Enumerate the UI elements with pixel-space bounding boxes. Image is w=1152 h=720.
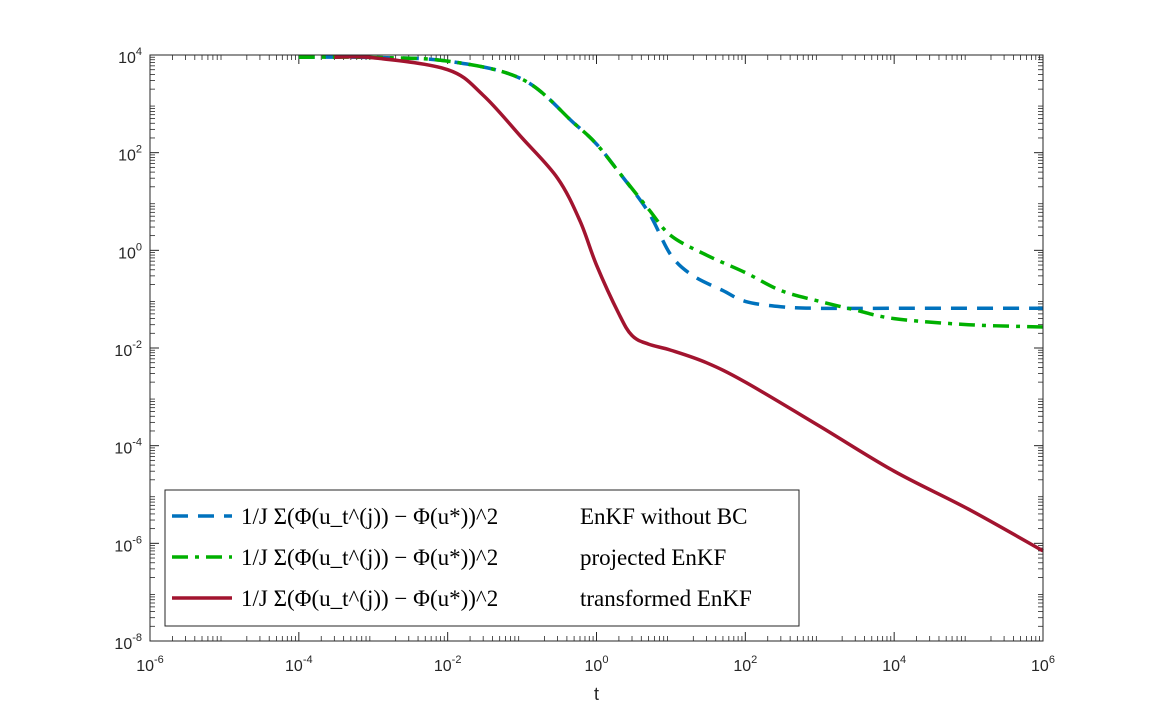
- x-tick-label: 106: [1031, 654, 1055, 675]
- legend-item-transformed-enkf: 1/J Σ(Φ(u_t^(j)) − Φ(u*))^2 transformed E…: [172, 586, 752, 611]
- y-tick-label: 10-2: [114, 339, 142, 360]
- x-tick-label: 100: [585, 654, 609, 675]
- x-axis-label: t: [594, 684, 599, 704]
- series-line-transformed-enkf: [334, 54, 1044, 553]
- x-tick-label: 102: [733, 654, 757, 675]
- y-tick-label: 10-4: [114, 437, 142, 458]
- legend-label: projected EnKF: [580, 545, 726, 570]
- x-tick-label: 10-2: [434, 654, 462, 675]
- x-tick-labels: 10-6 10-4 10-2 100 102 104 106: [136, 654, 1055, 675]
- legend-items: 1/J Σ(Φ(u_t^(j)) − Φ(u*))^2 EnKF without …: [172, 504, 752, 611]
- series-line-projected-enkf: [298, 55, 1044, 329]
- series-lines: [298, 54, 1044, 553]
- legend-label: EnKF without BC: [580, 504, 747, 529]
- legend-item-projected-enkf: 1/J Σ(Φ(u_t^(j)) − Φ(u*))^2 projected EnK…: [172, 545, 726, 570]
- legend-expression: 1/J Σ(Φ(u_t^(j)) − Φ(u*))^2: [241, 545, 498, 570]
- legend-label: transformed EnKF: [580, 586, 752, 611]
- legend-expression: 1/J Σ(Φ(u_t^(j)) − Φ(u*))^2: [241, 586, 498, 611]
- x-tick-label: 104: [882, 654, 906, 675]
- series-line-enkf-without-bc: [298, 55, 1043, 311]
- legend-item-enkf-without-bc: 1/J Σ(Φ(u_t^(j)) − Φ(u*))^2 EnKF without …: [172, 504, 747, 529]
- y-tick-label: 10-8: [114, 632, 142, 653]
- x-tick-label: 10-6: [136, 654, 164, 675]
- y-tick-labels: 104 102 100 10-2 10-4 10-6 10-8: [114, 46, 142, 653]
- y-tick-label: 104: [118, 46, 142, 67]
- plot-frame: [149, 54, 1044, 642]
- x-tick-label: 10-4: [285, 654, 313, 675]
- legend: 1/J Σ(Φ(u_t^(j)) − Φ(u*))^2 EnKF without …: [164, 489, 800, 627]
- minor-ticks: [150, 55, 1043, 641]
- legend-box: [164, 489, 800, 627]
- y-tick-label: 102: [118, 144, 142, 165]
- y-tick-label: 10-6: [114, 534, 142, 555]
- y-tick-label: 100: [118, 241, 142, 262]
- legend-expression: 1/J Σ(Φ(u_t^(j)) − Φ(u*))^2: [241, 504, 498, 529]
